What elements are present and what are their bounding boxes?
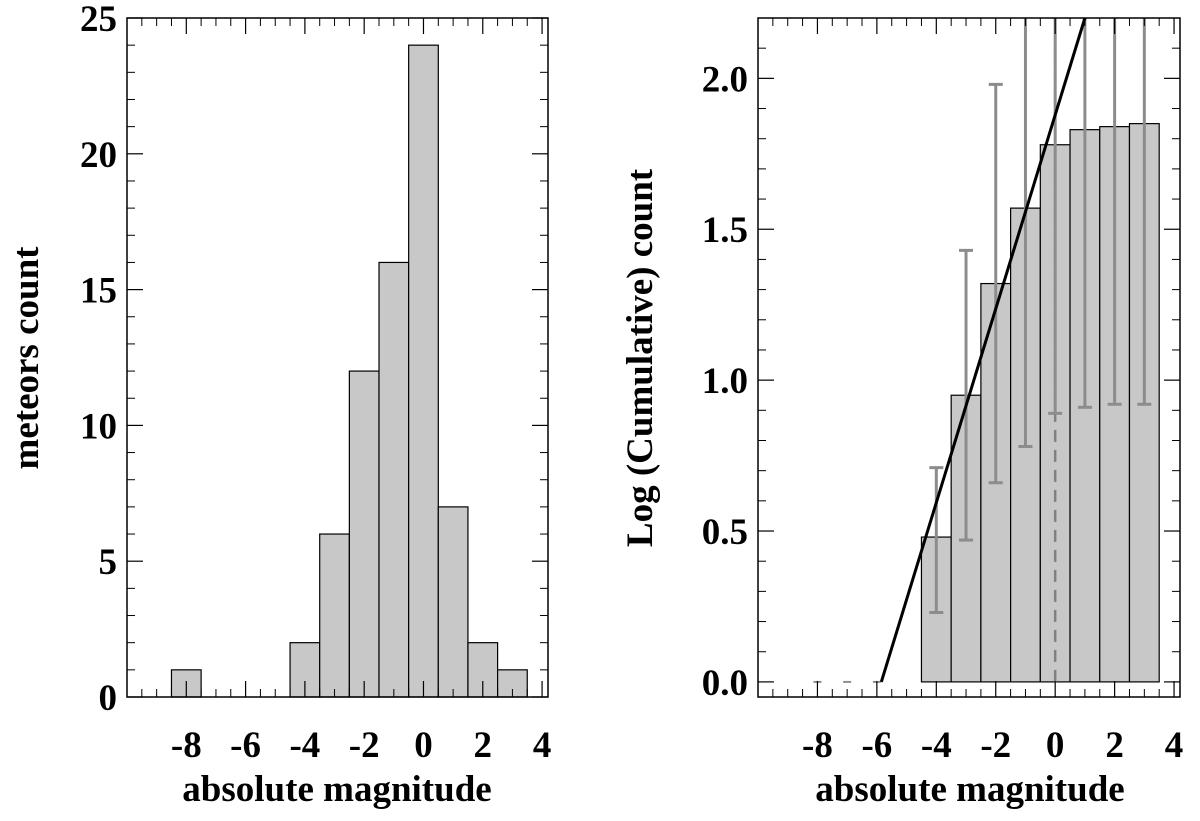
y-tick-label: 15 [80,271,117,312]
y-tick-label: 5 [99,542,118,583]
histogram-y-tick-labels: 0 5 10 15 20 25 [80,0,117,719]
x-tick-label: -2 [349,725,380,766]
histogram-bars [170,44,528,698]
fit-line [879,17,1087,683]
y-tick-label: 25 [80,0,117,40]
x-tick-label: -8 [171,725,202,766]
y-tick-label: 2.0 [702,59,748,100]
x-tick-label: 4 [1165,725,1184,766]
histogram-bar-2 [319,533,350,698]
histogram-x-tick-labels: -8 -6 -4 -2 0 2 4 [171,725,551,766]
x-tick-label: -4 [921,725,952,766]
x-tick-label: 0 [414,725,433,766]
cumulative-panel: 0.0 0.5 1.0 1.5 2.0 -8 -6 -4 -2 0 2 4 absolute mag… [620,17,1183,810]
x-tick-label: 4 [533,725,552,766]
x-tick-label: 2 [474,725,493,766]
y-tick-label: 1.5 [702,210,748,251]
y-tick-label: 0.0 [702,663,748,704]
cumulative-axis-ticks [758,18,1180,697]
y-tick-label: 20 [80,135,117,176]
cumulative-x-axis-label: absolute magnitude [815,769,1124,810]
x-tick-label: -2 [980,725,1011,766]
y-tick-label: 0 [99,678,118,719]
histogram-bar-4 [378,261,410,698]
y-tick-label: 10 [80,406,117,447]
cumulative-error-bars [929,18,1152,615]
cumulative-y-axis-label: Log (Cumulative) count [620,168,661,547]
x-tick-label: 0 [1046,725,1065,766]
histogram-bar-5 [408,44,439,698]
histogram-bar-3 [348,370,380,698]
x-tick-label: -8 [802,725,833,766]
x-tick-label: -4 [289,725,320,766]
cumulative-x-tick-labels: -8 -6 -4 -2 0 2 4 [802,725,1183,766]
x-tick-label: -6 [230,725,261,766]
y-tick-label: 0.5 [702,512,748,553]
histogram-bar-6 [437,506,469,698]
x-tick-label: 2 [1105,725,1124,766]
cumulative-bars [920,123,1160,683]
histogram-y-axis-label: meteors count [6,246,47,470]
cumulative-plot-frame [757,17,1181,698]
histogram-x-axis-label: absolute magnitude [182,769,491,810]
x-tick-label: -6 [861,725,892,766]
y-tick-label: 1.0 [702,361,748,402]
cumulative-y-tick-labels: 0.0 0.5 1.0 1.5 2.0 [702,59,748,704]
histogram-axis-ticks [127,17,548,698]
histogram-plot-frame [126,17,549,698]
